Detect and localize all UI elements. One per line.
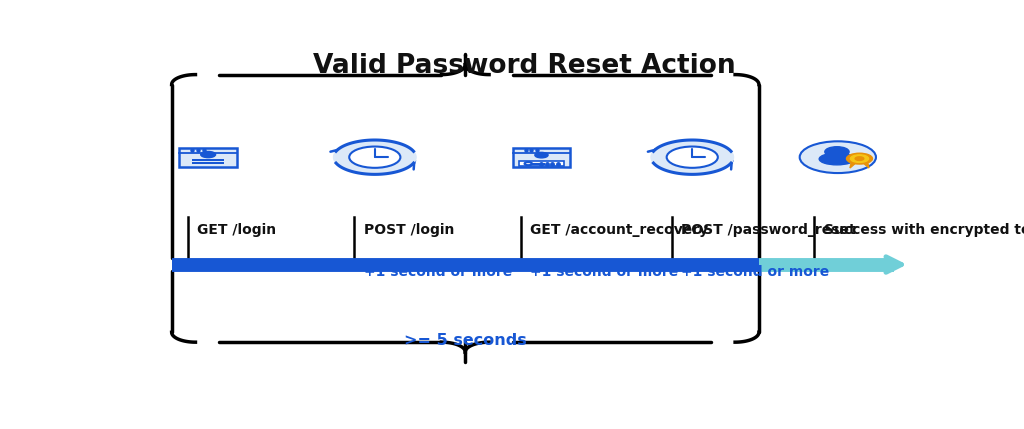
FancyBboxPatch shape	[513, 148, 570, 166]
Ellipse shape	[819, 153, 855, 165]
FancyBboxPatch shape	[193, 162, 224, 164]
Circle shape	[667, 147, 718, 168]
Circle shape	[535, 152, 548, 158]
Text: +1 second or more: +1 second or more	[364, 265, 512, 278]
Circle shape	[847, 153, 872, 164]
Circle shape	[651, 140, 733, 174]
FancyBboxPatch shape	[193, 159, 224, 161]
Circle shape	[349, 147, 400, 168]
Polygon shape	[850, 159, 860, 168]
Circle shape	[824, 147, 849, 157]
Text: Valid Password Reset Action: Valid Password Reset Action	[313, 53, 736, 79]
FancyBboxPatch shape	[519, 161, 564, 166]
Text: GET /login: GET /login	[197, 223, 276, 237]
Circle shape	[800, 141, 876, 173]
Text: POST /login: POST /login	[364, 223, 454, 237]
Circle shape	[850, 155, 868, 163]
Text: +1 second or more: +1 second or more	[681, 265, 829, 278]
FancyBboxPatch shape	[179, 148, 237, 166]
Text: POST /password_reset: POST /password_reset	[681, 223, 856, 237]
Circle shape	[201, 151, 216, 157]
Text: >= 5 seconds: >= 5 seconds	[403, 332, 526, 347]
Circle shape	[855, 157, 864, 160]
Text: GET /account_recovery: GET /account_recovery	[530, 223, 709, 237]
Circle shape	[334, 140, 416, 174]
Polygon shape	[858, 159, 869, 168]
Text: +1 second or more: +1 second or more	[530, 265, 679, 278]
Text: Success with encrypted token!: Success with encrypted token!	[824, 223, 1024, 237]
